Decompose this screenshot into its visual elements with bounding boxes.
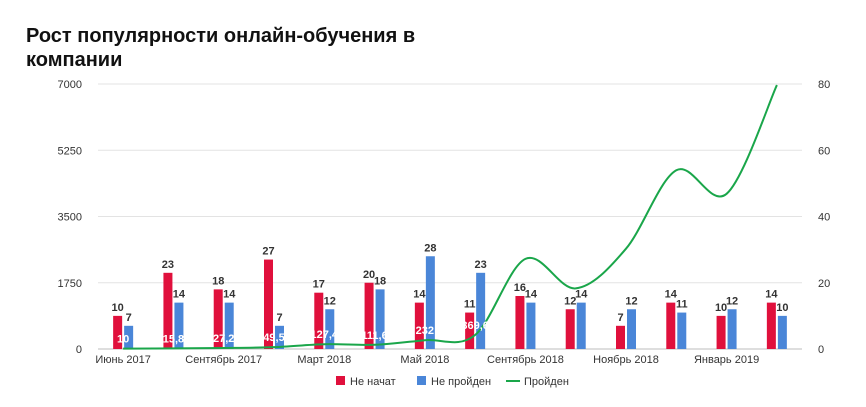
bar-ne-proiden-label: 14 — [575, 289, 588, 301]
left-y-axis: 0 1750 3500 5250 7000 — [58, 79, 82, 356]
bar-ne-proiden — [476, 272, 486, 349]
line-point-label: 111,6 — [361, 330, 387, 342]
bar-ne-proiden — [375, 289, 385, 349]
bar-ne-nachat-label: 10 — [715, 302, 727, 314]
bar-ne-nachat — [766, 302, 776, 349]
legend-swatch — [417, 376, 426, 385]
bar-ne-proiden — [576, 302, 586, 349]
left-y-tick-label: 5250 — [58, 145, 82, 157]
bar-ne-proiden — [425, 256, 435, 349]
bars: 1072314181427717122018142811231614121471… — [112, 242, 788, 349]
bar-ne-proiden-label: 7 — [126, 312, 132, 324]
bar-ne-nachat — [314, 292, 324, 349]
bar-ne-nachat — [163, 272, 173, 349]
line-point-label: 369,6 — [461, 320, 489, 332]
line-point-label: 10 — [117, 334, 129, 346]
bar-ne-proiden-label: 11 — [676, 299, 688, 311]
bar-ne-nachat-label: 11 — [464, 299, 476, 311]
bar-ne-proiden — [275, 325, 284, 349]
right-y-tick-label: 20 — [818, 278, 830, 290]
legend-label: Не пройден — [431, 376, 491, 388]
bar-ne-nachat-label: 27 — [262, 246, 274, 258]
line-point-label: 232 — [416, 325, 434, 337]
line-point-label: 49,5 — [263, 332, 284, 344]
bar-ne-proiden-label: 12 — [324, 295, 336, 307]
bar-ne-nachat — [364, 282, 374, 349]
left-y-tick-label: 3500 — [58, 212, 82, 224]
bar-ne-nachat — [264, 259, 273, 349]
bar-ne-nachat-label: 12 — [564, 295, 576, 307]
bar-ne-nachat-label: 16 — [514, 282, 526, 294]
bar-ne-proiden — [627, 309, 636, 349]
right-y-tick-label: 80 — [818, 79, 830, 91]
x-tick-label: Май 2018 — [400, 354, 449, 366]
line-point-label: 15,8 — [163, 333, 184, 345]
gridlines — [98, 83, 802, 350]
chart-title: Рост популярности онлайн-обучения в комп… — [26, 25, 416, 71]
x-tick-label: Сентябрь 2017 — [185, 354, 262, 366]
bar-ne-proiden — [677, 312, 687, 349]
bar-ne-proiden — [124, 325, 134, 349]
bar-ne-nachat — [666, 302, 676, 349]
bar-ne-nachat-label: 23 — [162, 259, 174, 271]
legend-label: Не начат — [350, 376, 396, 388]
bar-ne-proiden-label: 23 — [475, 259, 487, 271]
right-y-tick-label: 0 — [818, 344, 824, 356]
bar-ne-proiden-label: 12 — [625, 295, 637, 307]
bar-ne-nachat-label: 14 — [765, 289, 778, 301]
bar-ne-proiden — [526, 302, 536, 349]
x-tick-label: Март 2018 — [297, 354, 351, 366]
bar-ne-nachat — [565, 309, 575, 349]
line-point-label: 127,4 — [311, 329, 339, 341]
line-series: 10 15,8 27,2 49,5 127,4 111,6 232 369,6 — [117, 84, 778, 350]
bar-ne-proiden-label: 7 — [276, 312, 282, 324]
left-y-tick-label: 0 — [76, 344, 82, 356]
bar-ne-nachat — [414, 302, 424, 349]
bar-ne-proiden-label: 14 — [525, 289, 538, 301]
x-tick-label: Январь 2019 — [694, 354, 759, 366]
bar-ne-nachat-label: 18 — [212, 275, 224, 287]
bar-ne-nachat-label: 14 — [665, 289, 678, 301]
left-y-tick-label: 7000 — [58, 79, 82, 91]
bar-ne-nachat — [113, 315, 123, 349]
bar-ne-proiden — [224, 302, 234, 349]
bar-ne-proiden — [727, 309, 737, 349]
bar-ne-proiden-label: 18 — [374, 275, 386, 287]
bar-ne-proiden — [777, 315, 787, 349]
x-tick-label: Июнь 2017 — [95, 354, 151, 366]
bar-ne-nachat — [465, 312, 475, 349]
legend-swatch — [336, 376, 345, 385]
bar-ne-nachat — [213, 289, 223, 349]
bar-ne-nachat — [515, 296, 525, 349]
bar-ne-proiden — [325, 309, 335, 349]
line-point-label: 27,2 — [213, 333, 234, 345]
legend: Не начат Не пройден Пройден — [336, 376, 569, 388]
bar-ne-proiden-label: 14 — [173, 289, 186, 301]
bar-ne-proiden-label: 10 — [776, 302, 788, 314]
left-y-tick-label: 1750 — [58, 278, 82, 290]
bar-ne-proiden-label: 14 — [223, 289, 236, 301]
bar-ne-nachat — [716, 315, 726, 349]
bar-ne-nachat-label: 10 — [112, 302, 124, 314]
bar-ne-nachat-label: 7 — [617, 312, 623, 324]
x-tick-label: Сентябрь 2018 — [487, 354, 564, 366]
bar-ne-proiden — [174, 302, 184, 349]
legend-label: Пройден — [524, 376, 569, 388]
bar-ne-nachat-label: 20 — [363, 269, 375, 281]
bar-ne-nachat-label: 17 — [313, 279, 325, 291]
bar-ne-nachat — [616, 325, 625, 349]
bar-ne-nachat-label: 14 — [413, 289, 426, 301]
right-y-axis: 0 20 40 60 80 — [818, 79, 830, 356]
x-axis: Июнь 2017 Сентябрь 2017 Март 2018 Май 2018 С… — [95, 354, 759, 366]
x-tick-label: Ноябрь 2018 — [593, 354, 659, 366]
right-y-tick-label: 40 — [818, 212, 830, 224]
bar-ne-proiden-label: 28 — [424, 242, 436, 254]
right-y-tick-label: 60 — [818, 145, 830, 157]
line-proiden — [123, 84, 778, 350]
bar-ne-proiden-label: 12 — [726, 295, 738, 307]
